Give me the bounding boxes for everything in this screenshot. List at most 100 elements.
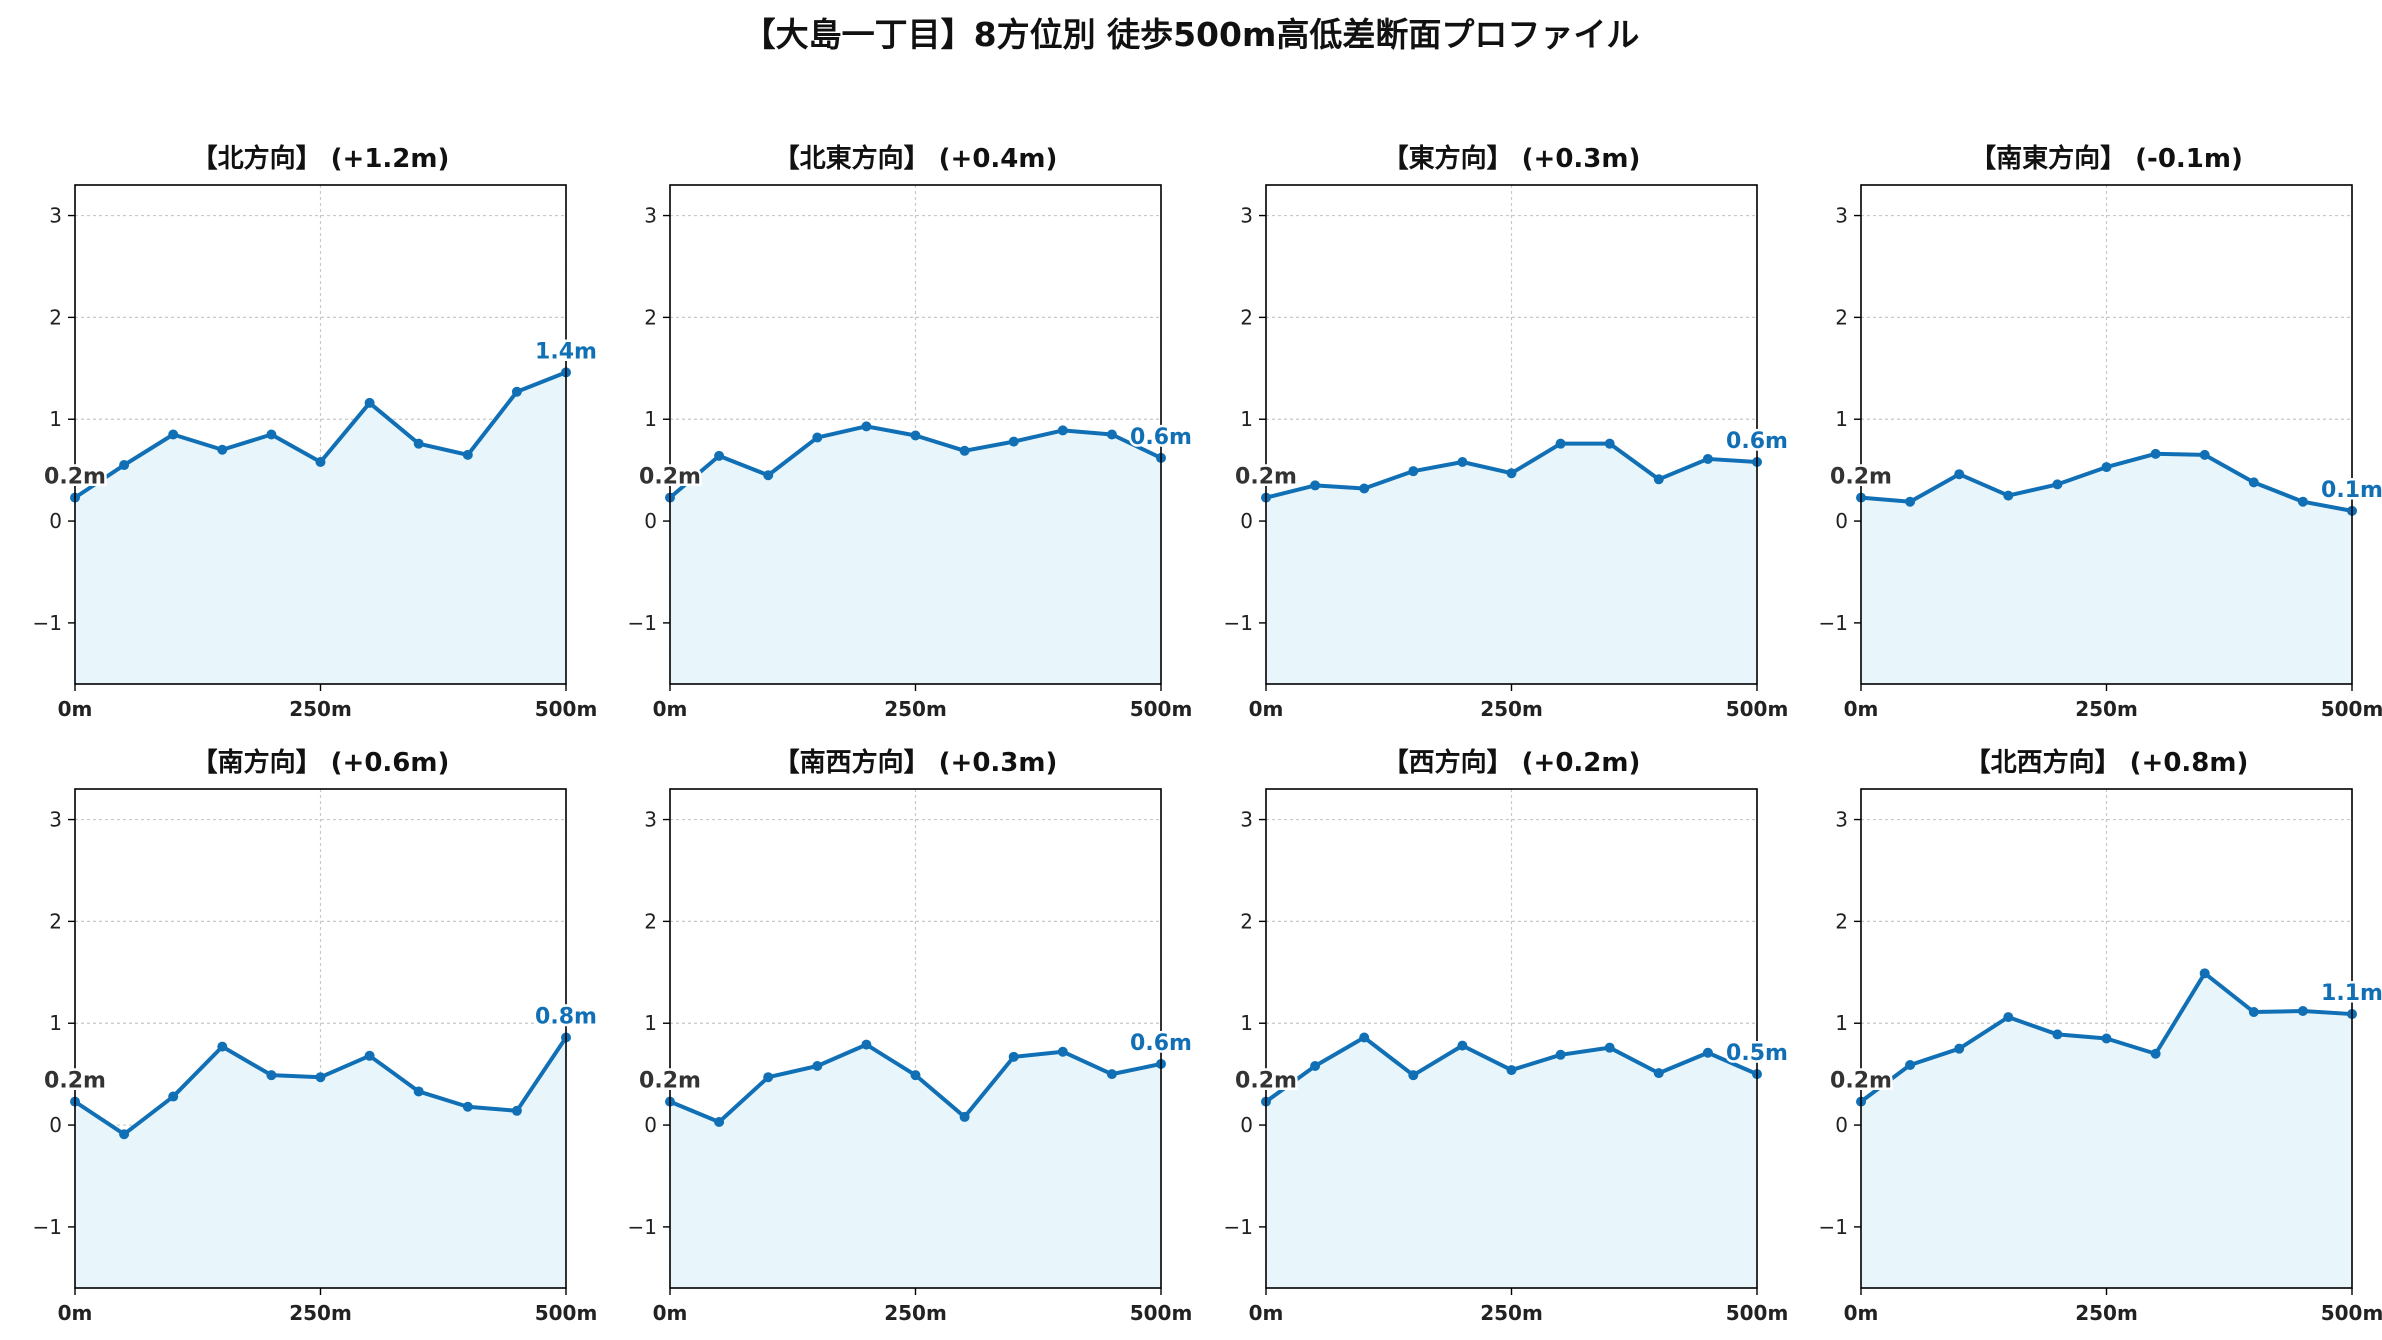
y-tick-label: 1: [1835, 1011, 1848, 1035]
data-point: [1408, 1070, 1419, 1081]
y-tick-label: 0: [1835, 509, 1848, 533]
x-tick-label: 250m: [289, 1301, 352, 1325]
y-tick-label: 0: [1240, 509, 1253, 533]
panel-1: 【北方向】 (+1.2m) −1 0 1 2 3 0m 250m 500m 0.2m 1.4m: [33, 143, 600, 721]
end-elevation-label: 1.4m: [535, 339, 597, 364]
y-tick-label: 3: [1835, 808, 1848, 832]
x-tick-label: 250m: [884, 1301, 947, 1325]
data-point: [1653, 474, 1664, 485]
y-tick-label: 1: [1240, 1011, 1253, 1035]
x-tick-label: 0m: [1844, 697, 1879, 721]
x-tick-label: 250m: [2075, 1301, 2138, 1325]
area-fill: [670, 426, 1161, 684]
data-point: [119, 460, 130, 471]
data-point: [1506, 1065, 1517, 1076]
data-point: [714, 1117, 725, 1128]
data-point: [2199, 449, 2210, 460]
x-tick-label: 500m: [2321, 697, 2382, 721]
data-point: [1457, 456, 1468, 467]
data-point: [2150, 448, 2161, 459]
data-point: [364, 1050, 375, 1061]
data-point: [168, 1091, 179, 1102]
y-tick-label: −1: [1819, 611, 1848, 635]
data-point: [1310, 1060, 1321, 1071]
y-tick-label: 1: [644, 407, 657, 431]
y-tick-label: 2: [49, 305, 62, 329]
data-point: [861, 1039, 872, 1050]
y-tick-label: 3: [1240, 204, 1253, 228]
data-point: [2003, 490, 2014, 501]
data-point: [1954, 1043, 1965, 1054]
data-point: [217, 1041, 228, 1052]
data-point: [910, 430, 921, 441]
y-tick-label: −1: [628, 611, 657, 635]
data-point: [2297, 496, 2308, 507]
panel-title: 【北方向】 (+1.2m): [192, 143, 450, 174]
panel-title: 【北西方向】 (+0.8m): [1965, 747, 2249, 778]
data-point: [1604, 438, 1615, 449]
y-tick-label: 3: [1835, 204, 1848, 228]
data-point: [1408, 466, 1419, 477]
x-tick-label: 0m: [653, 1301, 688, 1325]
data-point: [315, 456, 326, 467]
data-point: [763, 470, 774, 481]
y-tick-label: 0: [49, 509, 62, 533]
x-tick-label: 500m: [535, 697, 598, 721]
data-point: [511, 386, 522, 397]
start-elevation-label: 0.2m: [1235, 1069, 1297, 1094]
start-elevation-label: 0.2m: [639, 465, 701, 490]
data-point: [364, 397, 375, 408]
y-tick-label: 3: [644, 204, 657, 228]
data-point: [2003, 1012, 2014, 1023]
x-tick-label: 500m: [1130, 697, 1193, 721]
data-point: [1555, 1049, 1566, 1060]
data-point: [511, 1105, 522, 1116]
data-point: [2248, 477, 2259, 488]
panel-7: 【西方向】 (+0.2m) −1 0 1 2 3 0m 250m 500m 0.2m 0.5m: [1224, 747, 1791, 1325]
data-point: [1604, 1042, 1615, 1053]
data-point: [1905, 496, 1916, 507]
data-point: [462, 1101, 473, 1112]
y-tick-label: 3: [644, 808, 657, 832]
x-tick-label: 250m: [1480, 1301, 1543, 1325]
data-point: [315, 1072, 326, 1083]
data-point: [812, 432, 823, 443]
panel-title: 【西方向】 (+0.2m): [1383, 747, 1641, 778]
start-elevation-label: 0.2m: [639, 1069, 701, 1094]
area-fill: [1861, 453, 2352, 684]
panel-title: 【東方向】 (+0.3m): [1383, 143, 1641, 174]
y-tick-label: 0: [1240, 1113, 1253, 1137]
data-point: [1954, 469, 1965, 480]
start-elevation-label: 0.2m: [44, 1069, 106, 1094]
data-point: [1653, 1068, 1664, 1079]
end-elevation-label: 0.6m: [1130, 1031, 1192, 1056]
data-point: [2101, 462, 2112, 473]
end-elevation-label: 0.6m: [1726, 429, 1788, 454]
x-tick-label: 250m: [884, 697, 947, 721]
data-point: [1457, 1040, 1468, 1051]
y-tick-label: 0: [644, 509, 657, 533]
end-elevation-label: 0.5m: [1726, 1041, 1788, 1066]
start-elevation-label: 0.2m: [44, 465, 106, 490]
data-point: [1905, 1059, 1916, 1070]
y-tick-label: 1: [1240, 407, 1253, 431]
data-point: [1106, 429, 1117, 440]
y-tick-label: 2: [644, 305, 657, 329]
data-point: [959, 1111, 970, 1122]
data-point: [266, 1070, 277, 1081]
data-point: [861, 421, 872, 432]
data-point: [2248, 1007, 2259, 1018]
x-tick-label: 0m: [58, 1301, 93, 1325]
x-tick-label: 500m: [535, 1301, 598, 1325]
data-point: [413, 438, 424, 449]
y-tick-label: −1: [1819, 1215, 1848, 1239]
y-tick-label: 1: [1835, 407, 1848, 431]
x-tick-label: 0m: [1249, 1301, 1284, 1325]
data-point: [1008, 436, 1019, 447]
x-tick-label: 500m: [2321, 1301, 2382, 1325]
y-tick-label: 2: [1835, 305, 1848, 329]
x-tick-label: 0m: [1249, 697, 1284, 721]
x-tick-label: 500m: [1130, 1301, 1193, 1325]
data-point: [1359, 1032, 1370, 1043]
